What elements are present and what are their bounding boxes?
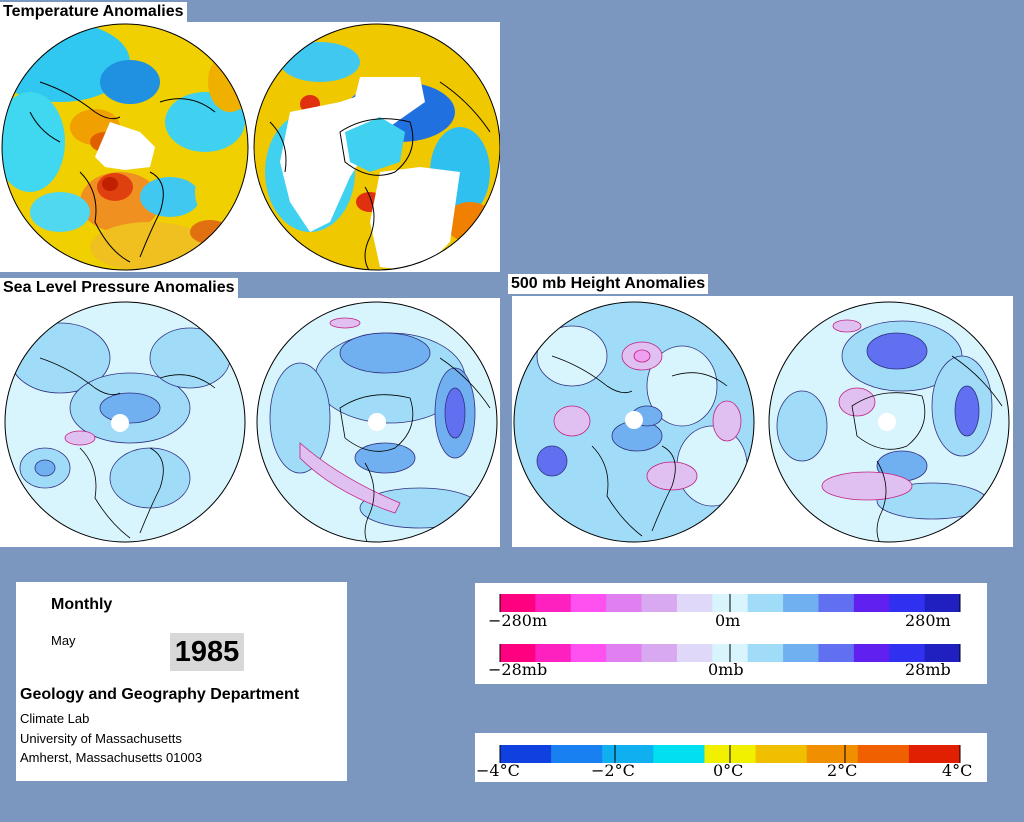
- temperature-panel-title: Temperature Anomalies: [0, 2, 187, 22]
- pressure-colorbar: [499, 644, 961, 662]
- height-legend-min: −280m: [488, 611, 548, 630]
- address-label: Amherst, Massachusetts 01003: [20, 750, 203, 765]
- colorbar-segment: [535, 644, 572, 662]
- temperature-south-map: [254, 24, 500, 270]
- colorbar-segment: [500, 745, 552, 763]
- pressure-legend-max: 28mb: [905, 660, 951, 679]
- colorbar-segment: [747, 644, 784, 662]
- temperature-colorbar: [499, 745, 961, 763]
- temperature-north-map: [2, 24, 248, 270]
- colorbar-segment: [747, 594, 784, 612]
- lab-label: Climate Lab: [20, 711, 90, 726]
- colorbar-segment: [783, 594, 819, 612]
- temperature-legend-tick: 4°C: [942, 761, 973, 780]
- colorbar-segment: [853, 644, 890, 662]
- colorbar-segment: [500, 644, 536, 662]
- height-legend-mid: 0m: [715, 611, 741, 630]
- temperature-legend-tick: 2°C: [827, 761, 858, 780]
- colorbar-segment: [606, 644, 643, 662]
- colorbar-segment: [783, 644, 819, 662]
- height-colorbar: [499, 594, 961, 612]
- colorbar-segment: [606, 594, 643, 612]
- slp-south-map: [257, 302, 497, 542]
- colorbar-segment: [653, 745, 705, 763]
- colorbar-segment: [818, 644, 855, 662]
- temperature-legend-tick: −2°C: [591, 761, 635, 780]
- pressure-legend-mid: 0mb: [708, 660, 744, 679]
- colorbar-segment: [755, 745, 808, 763]
- height-map-panel: [512, 296, 1013, 547]
- temperature-legend-tick: −4°C: [476, 761, 520, 780]
- colorbar-segment: [924, 644, 961, 662]
- height-north-map: [514, 302, 754, 542]
- month-label: May: [51, 633, 76, 648]
- height-south-map: [769, 302, 1009, 542]
- temperature-legend-tick: 0°C: [713, 761, 744, 780]
- colorbar-segment: [570, 594, 607, 612]
- slp-north-map: [5, 302, 245, 542]
- colorbar-segment: [924, 594, 961, 612]
- colorbar-segment: [641, 644, 678, 662]
- colorbar-segment: [853, 594, 890, 612]
- slp-panel-title: Sea Level Pressure Anomalies: [0, 278, 238, 298]
- department-label: Geology and Geography Department: [20, 686, 300, 703]
- colorbar-segment: [889, 594, 926, 612]
- colorbar-segment: [535, 594, 572, 612]
- university-label: University of Massachusetts: [20, 731, 182, 746]
- colorbar-segment: [551, 745, 603, 763]
- anomaly-legend: −280m 0m 280m −28mb 0mb 28mb: [475, 583, 987, 684]
- temperature-map-panel: [0, 22, 500, 272]
- frequency-label: Monthly: [51, 596, 113, 613]
- colorbar-segment: [641, 594, 678, 612]
- colorbar-segment: [676, 644, 713, 662]
- colorbar-segment: [818, 594, 855, 612]
- info-box: Monthly May 1985 Geology and Geography D…: [16, 582, 347, 781]
- colorbar-segment: [500, 594, 536, 612]
- temperature-legend: −4°C −2°C 0°C 2°C 4°C: [475, 733, 987, 782]
- colorbar-segment: [857, 745, 910, 763]
- year-label: 1985: [170, 633, 244, 671]
- slp-map-panel: [0, 298, 500, 547]
- colorbar-segment: [889, 644, 926, 662]
- colorbar-segment: [676, 594, 713, 612]
- height-panel-title: 500 mb Height Anomalies: [508, 274, 709, 294]
- pressure-legend-min: −28mb: [488, 660, 548, 679]
- colorbar-segment: [908, 745, 961, 763]
- height-legend-max: 280m: [905, 611, 951, 630]
- colorbar-segment: [570, 644, 607, 662]
